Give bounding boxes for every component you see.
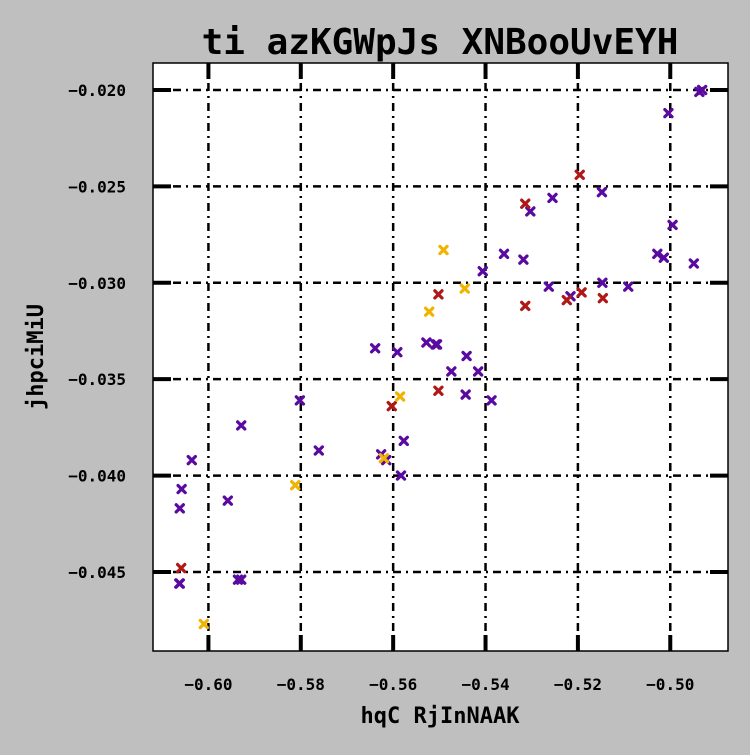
data-point-purple: [395, 470, 407, 481]
data-point-purple: [486, 395, 497, 406]
data-point-red: [433, 385, 444, 396]
x-tick-label: −0.50: [646, 675, 694, 694]
data-point-purple: [174, 578, 185, 589]
data-point-yellow: [394, 391, 406, 402]
y-tick-label: −0.030: [68, 274, 126, 293]
data-point-purple: [294, 395, 306, 406]
data-point-purple: [652, 248, 663, 260]
data-point-purple: [472, 366, 484, 377]
y-tick-label: −0.020: [68, 81, 126, 100]
data-point-red: [561, 294, 573, 306]
data-point-yellow: [423, 306, 435, 317]
data-point-purple: [369, 343, 381, 354]
axis-ticks: [153, 63, 728, 651]
data-point-purple: [477, 266, 488, 277]
data-point-yellow: [438, 244, 449, 256]
x-tick-label: −0.58: [277, 675, 325, 694]
chart-title: ti azKGWpJs XNBooUvEYH: [202, 22, 679, 63]
data-point-purple: [421, 337, 432, 348]
data-point-purple: [398, 435, 409, 447]
x-tick-label: −0.52: [554, 675, 602, 694]
data-point-yellow: [198, 618, 210, 630]
x-tick-label: −0.56: [369, 675, 417, 694]
y-axis-label: jhpciMiU: [24, 304, 49, 410]
data-point-purple: [186, 454, 197, 466]
data-point-purple: [222, 495, 234, 506]
y-tick-label: −0.035: [68, 370, 126, 389]
data-point-red: [520, 198, 531, 209]
data-point-purple: [313, 445, 325, 456]
data-point-purple: [236, 574, 247, 585]
data-point-yellow: [459, 283, 470, 294]
data-point-purple: [663, 107, 674, 119]
data-point-red: [576, 287, 587, 298]
data-point-purple: [547, 192, 558, 204]
data-point-purple: [596, 186, 608, 198]
data-point-purple: [498, 248, 510, 260]
data-point-purple: [461, 350, 472, 362]
x-tick-label: −0.54: [461, 675, 509, 694]
data-point-purple: [460, 389, 471, 400]
data-point-purple: [658, 252, 670, 263]
data-point-purple: [446, 366, 457, 377]
data-point-purple: [597, 277, 608, 288]
data-point-red: [574, 169, 585, 181]
data-point-purple: [174, 503, 185, 514]
data-point-red: [520, 300, 531, 312]
x-tick-label: −0.60: [184, 675, 232, 694]
data-point-yellow: [378, 453, 390, 464]
data-point-purple: [236, 420, 247, 431]
plot-area: [152, 62, 729, 652]
tick-labels: −0.60 −0.58 −0.56 −0.54 −0.52 −0.50 −0.020 −0.0…: [68, 81, 694, 694]
y-tick-label: −0.045: [68, 563, 126, 582]
data-point-purple: [696, 84, 708, 96]
data-point-purple: [392, 346, 403, 358]
x-axis-label: hqC RjInNAAK: [361, 704, 521, 729]
data-points: [174, 84, 708, 630]
data-point-purple: [688, 258, 700, 269]
data-point-purple: [623, 281, 634, 292]
data-point-red: [386, 400, 397, 412]
data-point-purple: [176, 483, 187, 495]
data-point-red: [597, 293, 609, 304]
data-point-purple: [518, 254, 529, 265]
data-point-red: [175, 562, 187, 574]
data-point-purple: [543, 281, 555, 292]
data-point-red: [433, 289, 444, 300]
data-point-yellow: [290, 480, 301, 491]
y-tick-label: −0.040: [68, 467, 126, 486]
y-tick-label: −0.025: [68, 177, 126, 196]
data-point-purple: [667, 219, 678, 231]
data-point-purple: [431, 339, 443, 350]
data-point-purple: [525, 206, 536, 217]
